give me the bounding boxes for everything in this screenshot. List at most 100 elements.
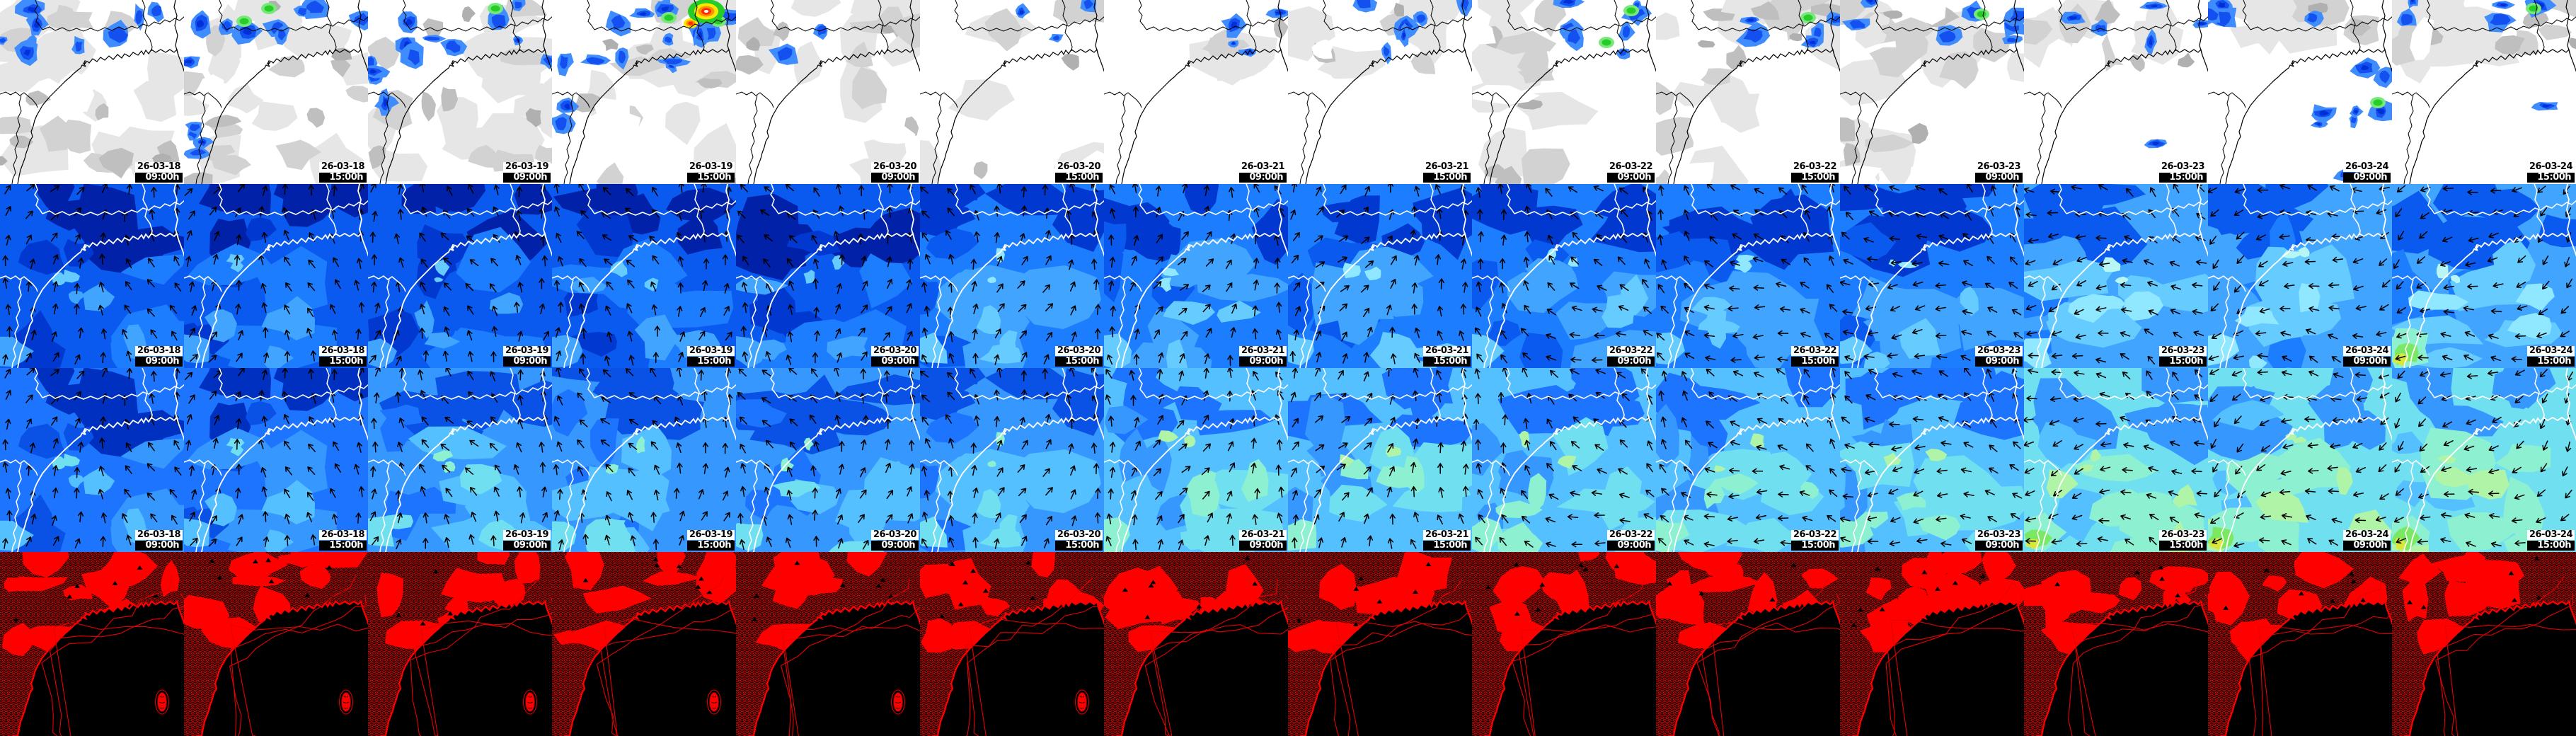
cloud-precipitation-forecast-image <box>2392 0 2576 184</box>
wave-field <box>368 371 552 552</box>
date-label: 26-03-22 <box>1790 530 1839 540</box>
date-label: 26-03-24 <box>2342 346 2391 356</box>
terrain-bathymetry-contours-image <box>184 552 368 736</box>
date-label: 26-03-19 <box>502 346 551 356</box>
wave-height-direction-forecast-image <box>184 184 368 368</box>
timestamp: 26-03-22 09:00h <box>1606 162 1655 183</box>
bathymetry-contours <box>1696 577 1840 736</box>
time-label: 15:00h <box>318 173 367 183</box>
terrain-bathymetry-contours-image <box>736 552 920 736</box>
terrain-bathymetry-contours-image <box>1288 552 1472 736</box>
wave-map-panel-a: 26-03-20 09:00h <box>736 184 920 368</box>
bathymetry-contours <box>596 575 736 736</box>
wave-direction-arrows <box>1107 184 1285 367</box>
wave-map-panel-b: 26-03-19 15:00h <box>552 368 736 552</box>
timestamp: 26-03-19 15:00h <box>686 530 735 551</box>
contour-map-panel <box>1104 552 1288 736</box>
time-label: 15:00h <box>2158 173 2207 183</box>
timestamp: 26-03-18 15:00h <box>318 162 367 183</box>
time-label: 09:00h <box>1974 541 2023 551</box>
time-label: 15:00h <box>686 541 735 551</box>
date-label: 26-03-20 <box>1054 530 1103 540</box>
bathymetry-contours <box>2435 576 2576 736</box>
wave-map-panel-a: 26-03-23 15:00h <box>2024 184 2208 368</box>
time-label: 15:00h <box>686 173 735 183</box>
time-label: 15:00h <box>2526 173 2575 183</box>
timestamp: 26-03-19 09:00h <box>502 162 551 183</box>
date-label: 26-03-24 <box>2526 346 2575 356</box>
timestamp: 26-03-22 09:00h <box>1606 346 1655 367</box>
wave-direction-arrows <box>2 368 182 550</box>
contour-map-panel <box>736 552 920 736</box>
bathymetry-contours <box>1512 577 1656 736</box>
bathymetry-contours <box>2248 578 2392 736</box>
contour-map-panel <box>552 552 736 736</box>
cloud-precipitation-forecast-image <box>736 0 920 184</box>
date-label: 26-03-24 <box>2526 530 2575 540</box>
wave-direction-arrows <box>2393 369 2573 548</box>
bathymetry-contours <box>410 577 552 736</box>
wave-direction-arrows <box>920 368 1101 551</box>
time-label: 15:00h <box>1790 357 1839 367</box>
timestamp: 26-03-20 15:00h <box>1054 346 1103 367</box>
timestamp: 26-03-19 09:00h <box>502 530 551 551</box>
wave-map-panel-a: 26-03-22 09:00h <box>1472 184 1656 368</box>
time-label: 09:00h <box>1606 357 1655 367</box>
time-label: 15:00h <box>1054 541 1103 551</box>
island-contour <box>707 689 721 715</box>
terrain-bathymetry-contours-image <box>2392 552 2576 736</box>
time-label: 09:00h <box>2342 173 2391 183</box>
wave-field <box>0 368 184 552</box>
precipitation-cells <box>1015 0 1097 42</box>
timestamp: 26-03-21 15:00h <box>1422 530 1471 551</box>
date-label: 26-03-22 <box>1606 162 1655 172</box>
wave-map-panel-a: 26-03-20 15:00h <box>920 184 1104 368</box>
wave-field <box>368 184 552 368</box>
cloud-precipitation-forecast-image <box>368 0 552 184</box>
wave-direction-arrows <box>1289 184 1469 364</box>
wave-height-direction-forecast-alt-image <box>2208 368 2392 552</box>
cloud-precip-map-panel: 26-03-19 15:00h <box>552 0 736 184</box>
timestamp: 26-03-18 09:00h <box>134 346 183 367</box>
timestamp: 26-03-24 09:00h <box>2342 162 2391 183</box>
wave-map-panel-a: 26-03-19 09:00h <box>368 184 552 368</box>
timestamp: 26-03-19 09:00h <box>502 346 551 367</box>
wave-height-direction-forecast-image <box>2392 184 2576 368</box>
wave-height-direction-forecast-alt-image <box>184 368 368 552</box>
time-label: 09:00h <box>134 541 183 551</box>
timestamp: 26-03-20 15:00h <box>1054 162 1103 183</box>
wave-direction-arrows <box>1656 184 1838 365</box>
timestamp: 26-03-22 15:00h <box>1790 530 1839 551</box>
time-label: 15:00h <box>2158 357 2207 367</box>
time-label: 15:00h <box>1790 541 1839 551</box>
wave-map-panel-b: 26-03-23 09:00h <box>1840 368 2024 552</box>
timestamp: 26-03-21 15:00h <box>1422 162 1471 183</box>
cloud-precip-map-panel: 26-03-18 15:00h <box>184 0 368 184</box>
wave-height-direction-forecast-image <box>2024 184 2208 368</box>
terrain-bathymetry-contours-image <box>1472 552 1656 736</box>
wave-map-panel-a: 26-03-19 15:00h <box>552 184 736 368</box>
date-label: 26-03-22 <box>1606 530 1655 540</box>
precipitation-cells <box>768 23 828 65</box>
contour-map-panel <box>2024 552 2208 736</box>
cloud-precip-map-panel: 26-03-21 09:00h <box>1104 0 1288 184</box>
wave-map-panel-a: 26-03-22 15:00h <box>1656 184 1840 368</box>
contour-map-panel <box>1288 552 1472 736</box>
cloud-precip-map-panel: 26-03-24 09:00h <box>2208 0 2392 184</box>
date-label: 26-03-23 <box>2158 162 2207 172</box>
timestamp: 26-03-24 15:00h <box>2526 346 2575 367</box>
wave-field <box>2392 184 2576 368</box>
wave-height-direction-forecast-image <box>2208 184 2392 368</box>
wave-direction-arrows <box>184 184 365 365</box>
date-label: 26-03-18 <box>134 162 183 172</box>
wave-field <box>184 184 368 368</box>
date-label: 26-03-22 <box>1790 346 1839 356</box>
wave-map-panel-b: 26-03-24 15:00h <box>2392 368 2576 552</box>
time-label: 09:00h <box>870 541 919 551</box>
bathymetry-contours <box>1885 579 2024 736</box>
date-label: 26-03-24 <box>2342 162 2391 172</box>
wave-height-direction-forecast-image <box>0 184 184 368</box>
wave-field <box>1104 368 1288 552</box>
wave-map-panel-b: 26-03-21 15:00h <box>1288 368 1472 552</box>
date-label: 26-03-19 <box>686 346 735 356</box>
